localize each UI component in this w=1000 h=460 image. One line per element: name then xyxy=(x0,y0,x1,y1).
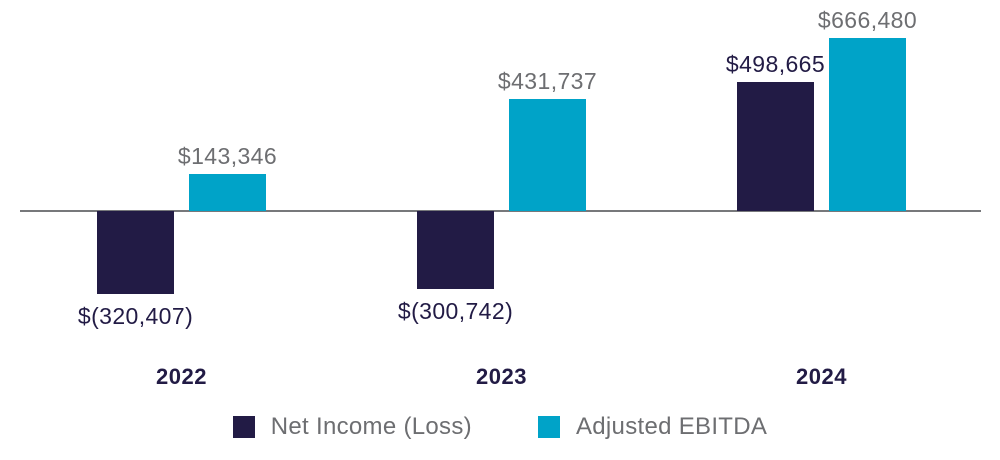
legend-label-adjusted-ebitda: Adjusted EBITDA xyxy=(575,413,768,440)
bar-adjusted-ebitda-2023 xyxy=(509,98,586,211)
value-label-net-income-2022: $(320,407) xyxy=(77,303,194,330)
legend-item-adjusted-ebitda: Adjusted EBITDA xyxy=(537,413,768,440)
legend: Net Income (Loss) Adjusted EBITDA xyxy=(0,414,1000,440)
value-label-adjusted-ebitda-2023: $431,737 xyxy=(497,67,598,94)
bar-net-income-2023 xyxy=(417,211,494,290)
bar-net-income-2022 xyxy=(97,211,174,295)
category-label-2022: 2022 xyxy=(156,364,207,389)
net-income-swatch-icon xyxy=(232,416,255,438)
bar-adjusted-ebitda-2022 xyxy=(189,173,266,211)
legend-item-net-income: Net Income (Loss) xyxy=(232,413,472,440)
value-label-adjusted-ebitda-2022: $143,346 xyxy=(177,142,278,169)
bar-net-income-2024 xyxy=(737,81,814,211)
x-axis-line xyxy=(20,210,981,212)
legend-label-net-income: Net Income (Loss) xyxy=(270,413,472,440)
adjusted-ebitda-swatch-icon xyxy=(537,416,560,438)
value-label-net-income-2024: $498,665 xyxy=(725,50,826,77)
value-label-net-income-2023: $(300,742) xyxy=(397,298,514,325)
bar-adjusted-ebitda-2024 xyxy=(829,38,906,211)
category-label-2024: 2024 xyxy=(796,364,847,389)
value-label-adjusted-ebitda-2024: $666,480 xyxy=(817,7,918,33)
category-label-2023: 2023 xyxy=(476,364,527,389)
